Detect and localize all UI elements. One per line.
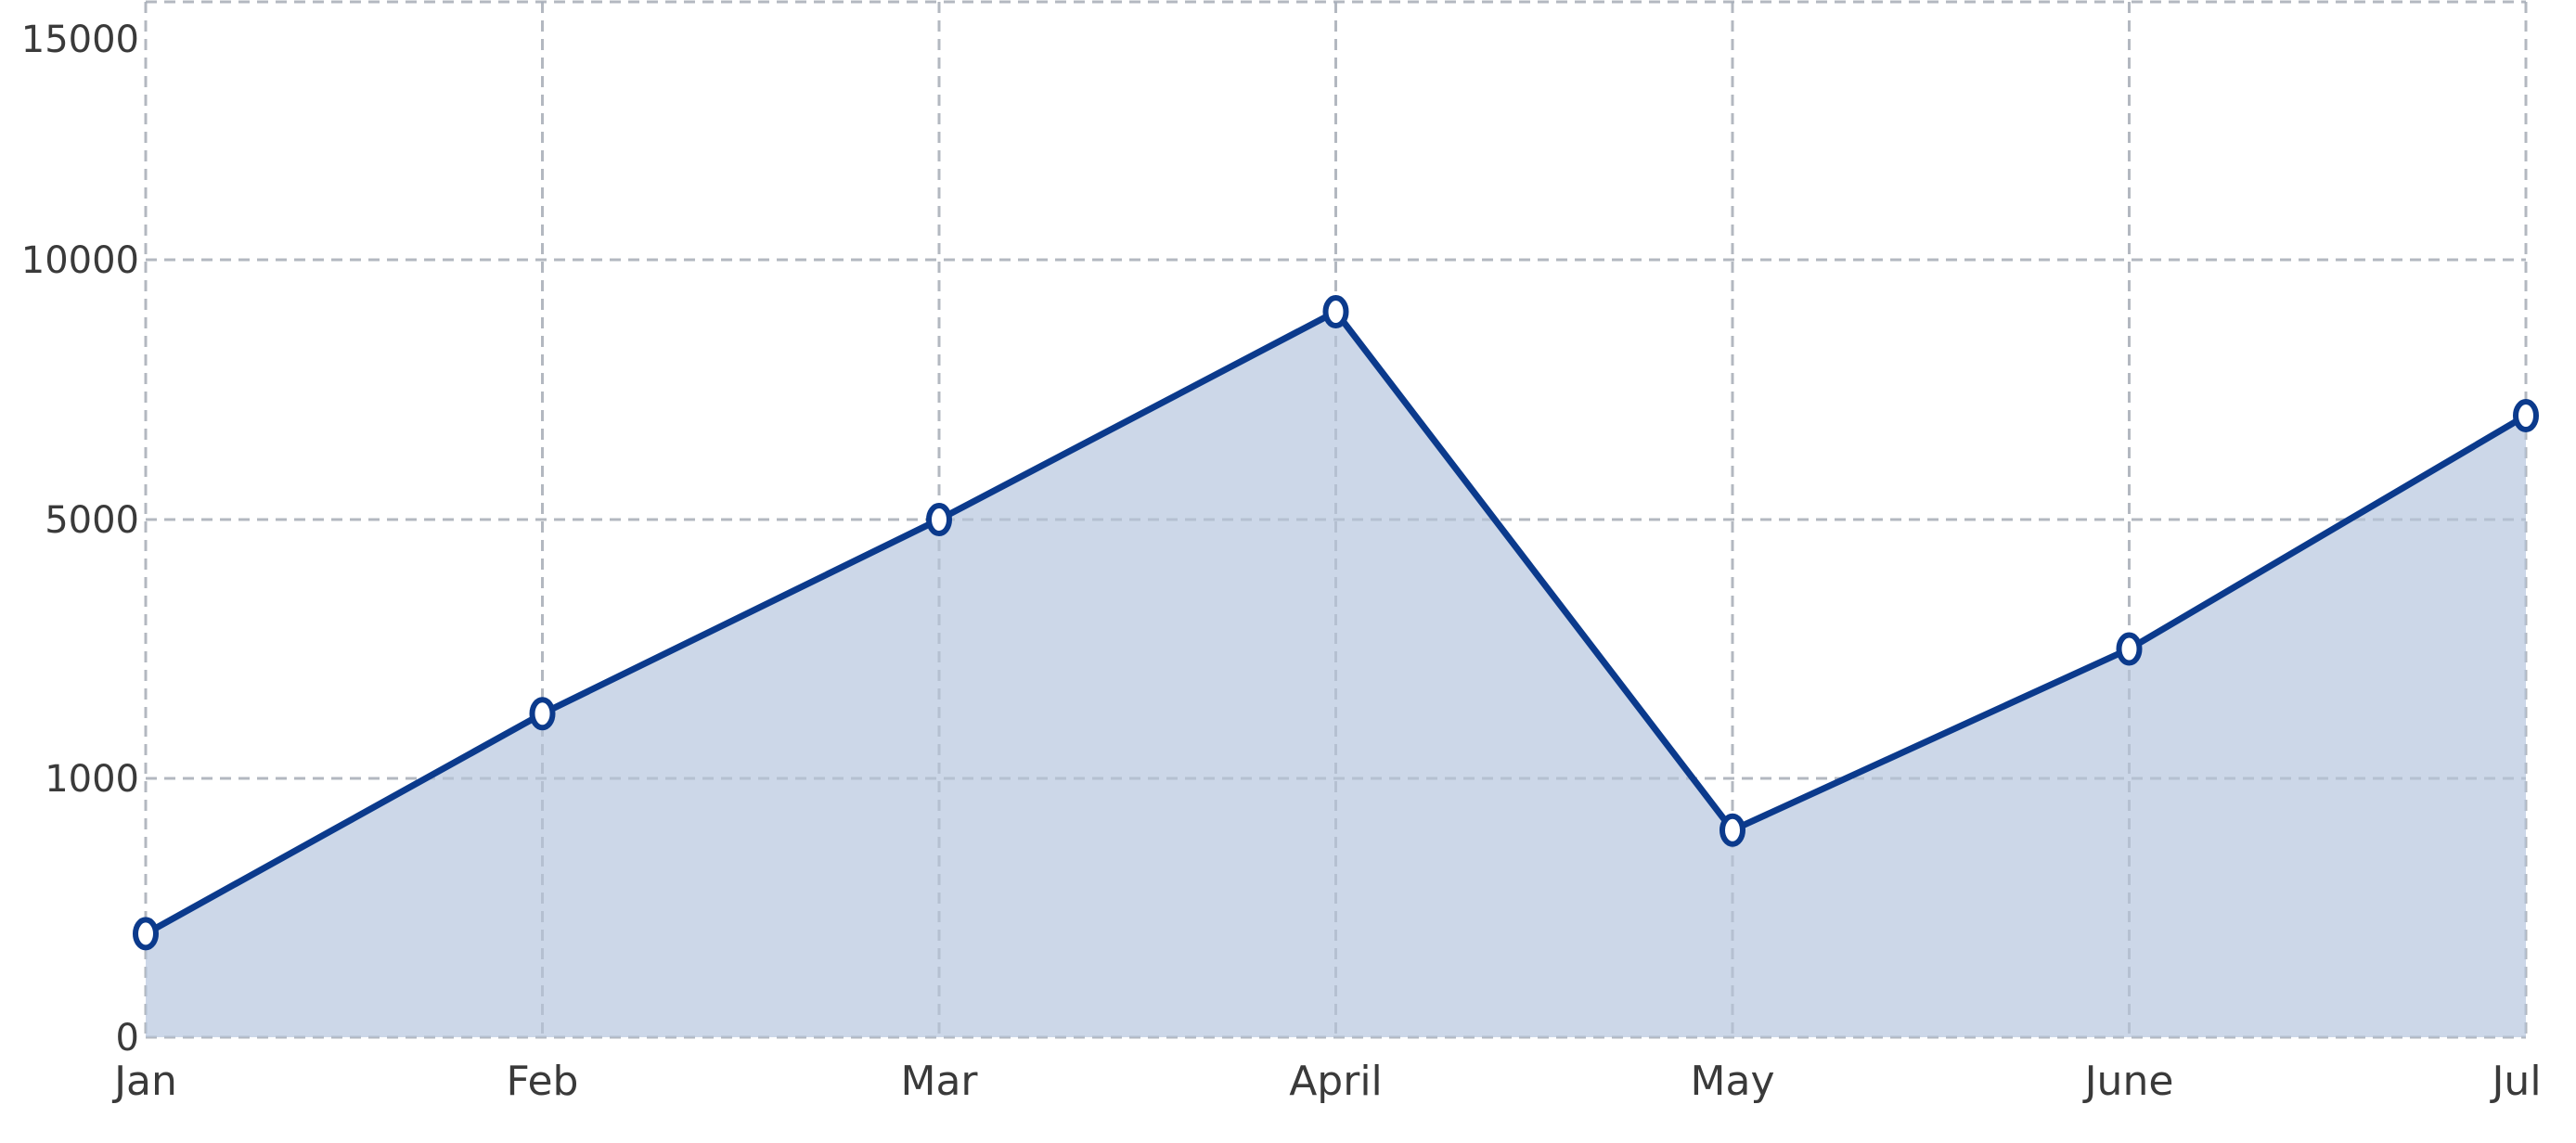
data-point-mar[interactable] — [926, 503, 952, 536]
x-tick-label: Feb — [507, 1058, 579, 1105]
y-tick-label: 5000 — [45, 499, 139, 542]
x-tick-label: May — [1691, 1058, 1775, 1105]
x-axis-ticks: Jan Feb Mar April May June Jul — [111, 1058, 2541, 1105]
x-tick-label: June — [2082, 1058, 2174, 1105]
x-tick-label: Jul — [2489, 1058, 2541, 1105]
x-tick-label: Mar — [900, 1058, 978, 1105]
data-point-june[interactable] — [2116, 632, 2143, 666]
data-point-april[interactable] — [1322, 295, 1349, 328]
y-tick-label: 10000 — [21, 239, 139, 282]
y-tick-label: 1000 — [45, 758, 139, 801]
series-area — [146, 312, 2526, 1037]
data-point-jul[interactable] — [2513, 399, 2539, 432]
area-layer — [144, 0, 2528, 1039]
x-tick-label: April — [1289, 1058, 1383, 1105]
y-tick-label: 15000 — [21, 19, 139, 61]
data-point-jan[interactable] — [133, 917, 159, 951]
data-point-may[interactable] — [1719, 813, 1745, 847]
y-axis-ticks: 0 1000 5000 10000 15000 — [21, 19, 139, 1060]
data-point-feb[interactable] — [529, 697, 556, 731]
x-tick-label: Jan — [111, 1058, 177, 1105]
marker-layer — [133, 295, 2539, 951]
y-tick-label: 0 — [116, 1017, 139, 1060]
